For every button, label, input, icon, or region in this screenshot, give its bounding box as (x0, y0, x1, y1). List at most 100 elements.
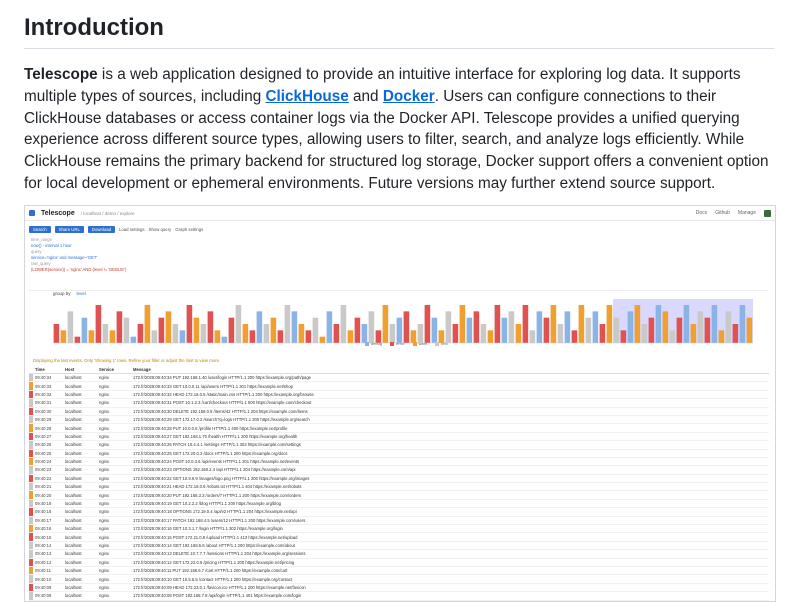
histogram-bar[interactable] (54, 324, 60, 343)
histogram-bar[interactable] (614, 318, 620, 343)
histogram-bar[interactable] (572, 330, 578, 343)
histogram-bar[interactable] (558, 324, 564, 343)
histogram-bar[interactable] (96, 305, 102, 343)
histogram-bar[interactable] (397, 318, 403, 343)
search-button[interactable]: Search (29, 226, 51, 233)
histogram-bar[interactable] (544, 318, 550, 343)
histogram-bar[interactable] (600, 324, 606, 343)
histogram-bar[interactable] (159, 318, 165, 343)
show-query-link[interactable]: Show query (149, 227, 172, 232)
histogram-bar[interactable] (747, 318, 753, 343)
histogram-bar[interactable] (299, 324, 305, 343)
histogram-bar[interactable] (446, 311, 452, 343)
histogram-bar[interactable] (705, 318, 711, 343)
histogram-bar[interactable] (551, 305, 557, 343)
manage-link[interactable]: Manage (738, 210, 756, 216)
histogram-bar[interactable] (663, 311, 669, 343)
histogram-bar[interactable] (208, 311, 214, 343)
github-link[interactable]: Github (715, 210, 730, 216)
histogram-bar[interactable] (502, 318, 508, 343)
col-service[interactable]: Service (97, 366, 131, 374)
histogram-bar[interactable] (131, 337, 137, 343)
histogram-bar[interactable] (341, 305, 347, 343)
histogram-bar[interactable] (327, 311, 333, 343)
histogram-bar[interactable] (649, 318, 655, 343)
histogram-bar[interactable] (684, 305, 690, 343)
col-host[interactable]: Host (63, 366, 97, 374)
histogram-bar[interactable] (82, 318, 88, 343)
histogram-bar[interactable] (75, 337, 81, 343)
histogram-bar[interactable] (383, 305, 389, 343)
legend-warn[interactable]: warn (413, 341, 428, 346)
histogram-bar[interactable] (530, 330, 536, 343)
clickhouse-link[interactable]: ClickHouse (265, 88, 348, 105)
histogram-bar[interactable] (698, 311, 704, 343)
histogram-bar[interactable] (565, 311, 571, 343)
load-settings-link[interactable]: Load settings (119, 227, 145, 232)
histogram-bar[interactable] (250, 330, 256, 343)
legend-error[interactable]: error (390, 341, 404, 346)
histogram-bar[interactable] (215, 330, 221, 343)
histogram-bar[interactable] (222, 337, 228, 343)
histogram-bar[interactable] (481, 324, 487, 343)
histogram-bar[interactable] (257, 311, 263, 343)
histogram-bar[interactable] (320, 337, 326, 343)
histogram-bar[interactable] (194, 318, 200, 343)
histogram-bar[interactable] (89, 330, 95, 343)
histogram-bar[interactable] (474, 311, 480, 343)
histogram-bar[interactable] (229, 318, 235, 343)
histogram-bar[interactable] (670, 330, 676, 343)
histogram-bar[interactable] (201, 324, 207, 343)
histogram-bar[interactable] (579, 305, 585, 343)
histogram-bar[interactable] (369, 311, 375, 343)
histogram-bar[interactable] (173, 324, 179, 343)
histogram-bar[interactable] (355, 318, 361, 343)
raw-query-field[interactable]: (LOWER(service)) = 'nginx' AND (level !=… (31, 267, 769, 273)
group-by-value[interactable]: level (77, 291, 86, 296)
col-message[interactable]: Message (131, 366, 769, 374)
histogram-bar[interactable] (453, 324, 459, 343)
histogram-bar[interactable] (180, 330, 186, 343)
histogram-bar[interactable] (460, 305, 466, 343)
histogram-bar[interactable] (621, 330, 627, 343)
histogram-bar[interactable] (467, 318, 473, 343)
histogram-bar[interactable] (117, 311, 123, 343)
avatar[interactable] (764, 210, 771, 217)
histogram-bar[interactable] (488, 330, 494, 343)
histogram-bar[interactable] (635, 305, 641, 343)
histogram-bar[interactable] (145, 305, 151, 343)
histogram-bar[interactable] (103, 324, 109, 343)
histogram-bar[interactable] (334, 324, 340, 343)
histogram-bar[interactable] (726, 311, 732, 343)
histogram-bar[interactable] (236, 305, 242, 343)
histogram-bar[interactable] (306, 330, 312, 343)
histogram-bar[interactable] (733, 324, 739, 343)
histogram-bar[interactable] (523, 305, 529, 343)
histogram-bar[interactable] (642, 324, 648, 343)
histogram-bar[interactable] (509, 311, 515, 343)
selected-range[interactable] (613, 299, 753, 343)
histogram-bar[interactable] (607, 305, 613, 343)
histogram-bar[interactable] (313, 318, 319, 343)
histogram-bar[interactable] (628, 311, 634, 343)
graph-settings-link[interactable]: Graph settings (175, 227, 203, 232)
histogram-bar[interactable] (187, 305, 193, 343)
histogram-bar[interactable] (740, 305, 746, 343)
